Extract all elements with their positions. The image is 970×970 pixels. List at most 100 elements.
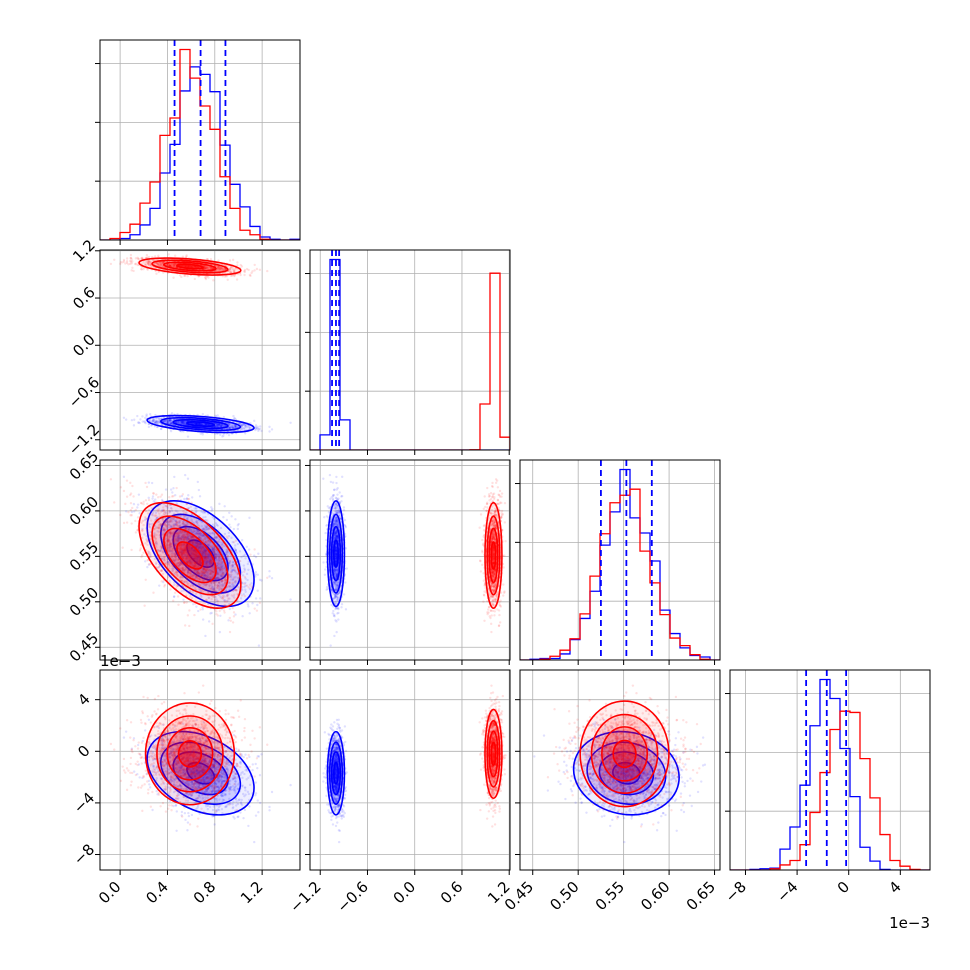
scatter-point <box>256 603 259 607</box>
scatter-point <box>238 428 242 432</box>
scatter-point <box>204 557 208 560</box>
scatter-point <box>168 264 171 267</box>
scatter-point <box>258 597 262 600</box>
scatter-point <box>181 420 185 424</box>
scatter-point <box>182 601 186 605</box>
scatter-point <box>190 265 193 269</box>
scatter-point <box>215 422 219 425</box>
scatter-point <box>198 423 201 426</box>
scatter-point <box>217 267 220 271</box>
scatter-point <box>216 267 220 270</box>
scatter-point <box>240 427 244 431</box>
scatter-point <box>228 511 231 514</box>
scatter-point <box>190 265 194 268</box>
scatter-point <box>187 265 190 268</box>
scatter-point <box>182 422 185 426</box>
scatter-point <box>254 425 258 429</box>
scatter-point <box>168 419 171 422</box>
scatter-point <box>137 421 141 424</box>
scatter-point <box>218 269 222 272</box>
scatter-point <box>204 423 208 426</box>
scatter-point <box>136 516 140 519</box>
scatter-point <box>144 421 147 425</box>
scatter-point <box>199 422 202 425</box>
scatter-point <box>129 256 132 260</box>
scatter-point <box>181 569 184 572</box>
histogram-panel-0 <box>95 39 301 245</box>
scatter-point <box>198 495 202 498</box>
scatter-point <box>156 262 159 265</box>
scatter-point <box>182 536 185 539</box>
scatter-point <box>243 427 246 431</box>
scatter-point <box>144 256 148 260</box>
scatter-point <box>234 426 237 429</box>
scatter-point <box>237 522 240 526</box>
scatter-point <box>172 264 176 267</box>
scatter-point <box>190 265 194 269</box>
scatter-point <box>211 507 214 511</box>
scatter-point <box>230 274 234 278</box>
scatter-point <box>192 549 196 552</box>
scatter-point <box>220 567 223 571</box>
density-contour <box>163 261 217 272</box>
scatter-point <box>189 265 192 268</box>
scatter-point <box>203 266 207 269</box>
scatter-point <box>159 263 162 267</box>
scatter-point <box>221 266 224 270</box>
scatter-point <box>249 274 252 278</box>
scatter-point <box>153 419 156 422</box>
scatter-point <box>169 418 172 422</box>
scatter-point <box>196 480 200 484</box>
scatter-point <box>147 425 151 429</box>
scatter-point <box>154 261 158 265</box>
scatter-point <box>231 426 235 430</box>
scatter-point <box>205 266 208 270</box>
scatter-point <box>180 421 184 424</box>
scatter-point <box>227 619 230 622</box>
scatter-point <box>146 261 150 264</box>
scatter-point <box>195 422 198 425</box>
scatter-point <box>207 620 211 623</box>
scatter-point <box>180 421 184 424</box>
scatter-point <box>235 551 238 555</box>
scatter-point <box>219 267 223 270</box>
scatter-point <box>230 515 233 518</box>
scatter-point <box>193 569 197 572</box>
scatter-point <box>194 422 197 425</box>
scatter-point <box>225 518 229 522</box>
scatter-point <box>220 424 223 427</box>
scatter-point <box>244 424 247 427</box>
scatter-point <box>241 426 244 430</box>
scatter-point <box>195 521 199 524</box>
scatter-point <box>205 526 208 530</box>
scatter-point <box>222 267 226 271</box>
scatter-point <box>168 264 171 267</box>
scatter-point <box>148 264 152 267</box>
scatter-point <box>144 260 148 264</box>
scatter-point <box>233 417 236 420</box>
scatter-point <box>248 426 251 429</box>
scatter-point <box>129 256 133 260</box>
scatter-point <box>146 565 149 569</box>
scatter-point <box>155 493 158 496</box>
panel-frame <box>309 249 511 451</box>
scatter-point <box>179 420 182 424</box>
scatter-point <box>215 554 219 557</box>
scatter-point <box>155 541 158 545</box>
scatter-point <box>181 422 185 425</box>
scatter-point <box>163 419 166 423</box>
scatter-point <box>149 260 152 263</box>
scatter-point <box>198 422 201 426</box>
scatter-point <box>182 430 185 433</box>
scatter-point <box>165 419 168 422</box>
scatter-point <box>214 553 218 556</box>
scatter-point <box>178 524 181 528</box>
scatter-point <box>180 420 183 423</box>
scatter-point <box>217 266 220 270</box>
scatter-point <box>216 266 220 269</box>
scatter-point <box>204 634 207 638</box>
scatter-point <box>183 420 186 423</box>
scatter-point <box>254 597 258 600</box>
scatter-point <box>169 421 173 425</box>
scatter-point <box>231 258 235 262</box>
